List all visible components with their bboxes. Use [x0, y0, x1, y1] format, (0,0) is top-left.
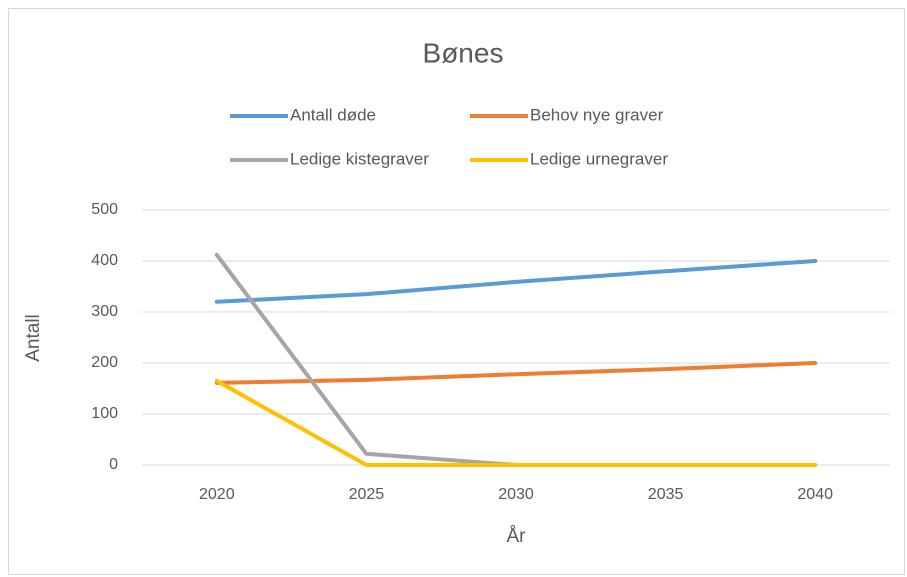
x-tick-label: 2025	[349, 486, 385, 503]
y-tick-label: 100	[91, 405, 118, 422]
y-tick-label: 200	[91, 354, 118, 371]
legend-label: Ledige kistegraver	[290, 149, 429, 168]
y-tick-label: 400	[91, 252, 118, 269]
legend-label: Behov nye graver	[530, 105, 664, 124]
legend-label: Antall døde	[290, 105, 376, 124]
y-tick-label: 0	[109, 456, 118, 473]
series-line	[214, 378, 818, 467]
x-tick-label: 2020	[199, 486, 235, 503]
legend-label: Ledige urnegraver	[530, 149, 668, 168]
y-tick-label: 300	[91, 303, 118, 320]
chart-border	[8, 8, 905, 575]
series-line	[214, 361, 818, 385]
y-tick-label: 500	[91, 201, 118, 218]
x-axis-title: År	[507, 526, 527, 547]
x-tick-label: 2030	[498, 486, 534, 503]
x-tick-label: 2035	[648, 486, 684, 503]
series-line	[214, 259, 818, 304]
y-axis-title: Antall	[23, 314, 44, 362]
x-tick-label: 2040	[797, 486, 833, 503]
chart-title: Bønes	[423, 37, 504, 68]
